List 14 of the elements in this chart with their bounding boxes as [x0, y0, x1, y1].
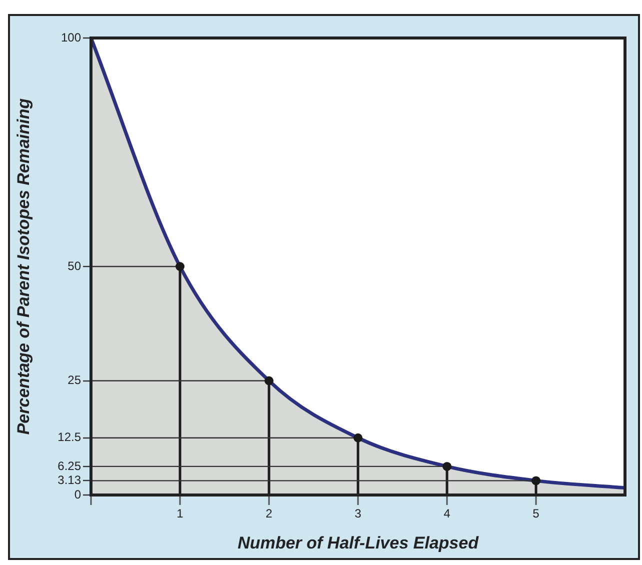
y-tick-label: 25: [68, 373, 82, 388]
y-tick-label: 12.5: [58, 430, 82, 444]
y-tick-label: 6.25: [58, 458, 82, 473]
x-tick-label: 5: [532, 506, 540, 521]
y-tick-label: 3.13: [58, 473, 82, 488]
y-tick-label: 50: [68, 258, 82, 273]
y-tick-label: 100: [60, 30, 82, 44]
x-tick-label: 3: [354, 506, 362, 521]
x-tick-label: 4: [444, 506, 451, 521]
y-tick-label: 0: [74, 487, 82, 502]
y-axis-title: Percentage of Parent Isotopes Remaining: [14, 98, 33, 435]
x-axis-title: Number of Half-Lives Elapsed: [238, 533, 480, 552]
x-tick-label: 2: [266, 506, 273, 521]
x-tick-label: 1: [176, 506, 184, 521]
